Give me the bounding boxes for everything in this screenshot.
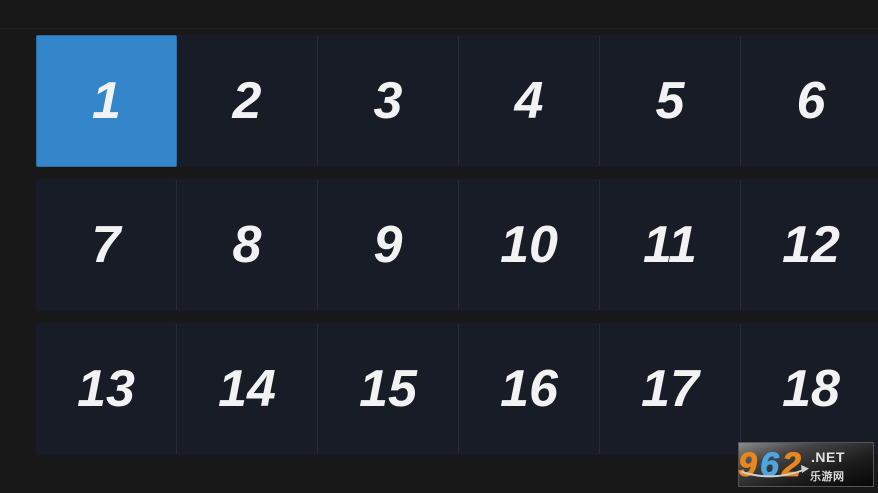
svg-text:6: 6 [760,446,780,484]
svg-text:乐游网: 乐游网 [810,469,845,483]
svg-text:2: 2 [781,446,801,484]
svg-text:9: 9 [738,446,757,484]
svg-text:.NET: .NET [811,449,845,465]
